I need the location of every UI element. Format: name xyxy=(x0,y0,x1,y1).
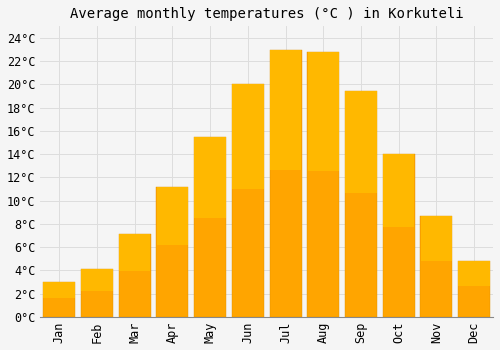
Bar xyxy=(382,154,415,317)
Bar xyxy=(345,91,377,317)
Bar xyxy=(156,187,188,317)
Bar xyxy=(420,216,452,317)
Bar xyxy=(458,261,490,286)
Bar xyxy=(119,234,150,272)
Bar xyxy=(81,269,112,290)
Bar xyxy=(118,234,150,317)
Bar xyxy=(194,137,226,218)
Title: Average monthly temperatures (°C ) in Korkuteli: Average monthly temperatures (°C ) in Ko… xyxy=(70,7,464,21)
Bar xyxy=(420,216,452,261)
Bar xyxy=(308,52,339,171)
Bar xyxy=(232,84,264,189)
Bar xyxy=(307,52,340,317)
Bar xyxy=(458,261,490,317)
Bar xyxy=(270,49,302,317)
Bar xyxy=(81,269,113,317)
Bar xyxy=(346,91,376,193)
Bar xyxy=(383,154,414,228)
Bar xyxy=(43,282,75,317)
Bar xyxy=(194,137,226,317)
Bar xyxy=(232,84,264,317)
Bar xyxy=(270,49,302,170)
Bar xyxy=(44,282,75,298)
Bar xyxy=(156,187,188,245)
